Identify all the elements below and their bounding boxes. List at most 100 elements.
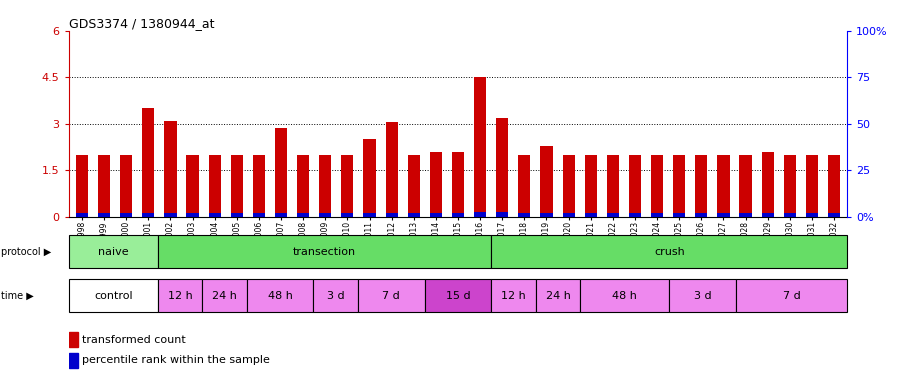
Text: 12 h: 12 h	[501, 291, 526, 301]
Bar	[606, 155, 619, 217]
Bar	[69, 353, 78, 368]
Bar	[319, 155, 332, 217]
Bar	[164, 121, 177, 217]
Text: time ▶: time ▶	[1, 291, 34, 301]
Bar	[187, 214, 199, 217]
Text: 3 d: 3 d	[694, 291, 712, 301]
Bar	[358, 279, 425, 312]
Bar	[246, 279, 313, 312]
Bar	[673, 155, 685, 217]
Bar	[536, 279, 581, 312]
Bar	[120, 155, 132, 217]
Bar	[761, 214, 774, 217]
Bar	[629, 155, 641, 217]
Bar	[158, 235, 491, 268]
Bar	[452, 214, 464, 217]
Bar	[828, 214, 840, 217]
Bar	[297, 214, 310, 217]
Bar	[69, 333, 78, 347]
Bar	[629, 214, 641, 217]
Bar	[76, 155, 88, 217]
Text: crush: crush	[654, 247, 684, 257]
Bar	[69, 235, 158, 268]
Bar	[76, 213, 88, 217]
Text: 15 d: 15 d	[446, 291, 470, 301]
Bar	[739, 214, 752, 217]
Bar	[670, 279, 736, 312]
Text: control: control	[93, 291, 133, 301]
Bar	[651, 155, 663, 217]
Text: 24 h: 24 h	[546, 291, 571, 301]
Bar	[474, 77, 486, 217]
Bar	[784, 155, 796, 217]
Bar	[425, 279, 491, 312]
Bar	[828, 155, 840, 217]
Bar	[806, 155, 818, 217]
Bar	[386, 122, 398, 217]
Bar	[717, 155, 729, 217]
Bar	[164, 214, 177, 217]
Bar	[209, 213, 221, 217]
Text: 3 d: 3 d	[327, 291, 344, 301]
Bar	[120, 214, 132, 217]
Bar	[209, 155, 221, 217]
Text: 48 h: 48 h	[613, 291, 638, 301]
Bar	[695, 214, 707, 217]
Bar	[430, 152, 442, 217]
Text: protocol ▶: protocol ▶	[1, 247, 51, 257]
Bar	[408, 155, 420, 217]
Bar	[98, 213, 110, 217]
Text: GDS3374 / 1380944_at: GDS3374 / 1380944_at	[69, 17, 214, 30]
Text: transformed count: transformed count	[82, 335, 185, 345]
Bar	[98, 155, 110, 217]
Text: transection: transection	[293, 247, 356, 257]
Bar	[158, 279, 202, 312]
Bar	[606, 214, 619, 217]
Text: 48 h: 48 h	[267, 291, 292, 301]
Bar	[673, 214, 685, 217]
Bar	[364, 139, 376, 217]
Bar	[717, 214, 729, 217]
Bar	[761, 152, 774, 217]
Bar	[408, 214, 420, 217]
Bar	[69, 279, 158, 312]
Bar	[651, 214, 663, 217]
Text: percentile rank within the sample: percentile rank within the sample	[82, 356, 269, 366]
Bar	[275, 213, 287, 217]
Text: naive: naive	[98, 247, 128, 257]
Bar	[562, 214, 574, 217]
Bar	[430, 214, 442, 217]
Bar	[253, 155, 265, 217]
Text: 12 h: 12 h	[168, 291, 192, 301]
Bar	[313, 279, 358, 312]
Bar	[736, 279, 847, 312]
Bar	[562, 155, 574, 217]
Bar	[518, 214, 530, 217]
Bar	[474, 212, 486, 217]
Bar	[739, 155, 752, 217]
Text: 7 d: 7 d	[382, 291, 400, 301]
Bar	[581, 279, 670, 312]
Bar	[584, 214, 597, 217]
Bar	[231, 214, 243, 217]
Bar	[297, 155, 310, 217]
Bar	[187, 155, 199, 217]
Bar	[275, 129, 287, 217]
Bar	[231, 155, 243, 217]
Bar	[142, 213, 155, 217]
Bar	[540, 214, 552, 217]
Bar	[342, 155, 354, 217]
Text: 24 h: 24 h	[212, 291, 237, 301]
Bar	[319, 213, 332, 217]
Text: 7 d: 7 d	[783, 291, 801, 301]
Bar	[695, 155, 707, 217]
Bar	[491, 235, 847, 268]
Bar	[584, 155, 597, 217]
Bar	[364, 213, 376, 217]
Bar	[342, 214, 354, 217]
Bar	[202, 279, 246, 312]
Bar	[452, 152, 464, 217]
Bar	[496, 212, 508, 217]
Bar	[253, 213, 265, 217]
Bar	[784, 214, 796, 217]
